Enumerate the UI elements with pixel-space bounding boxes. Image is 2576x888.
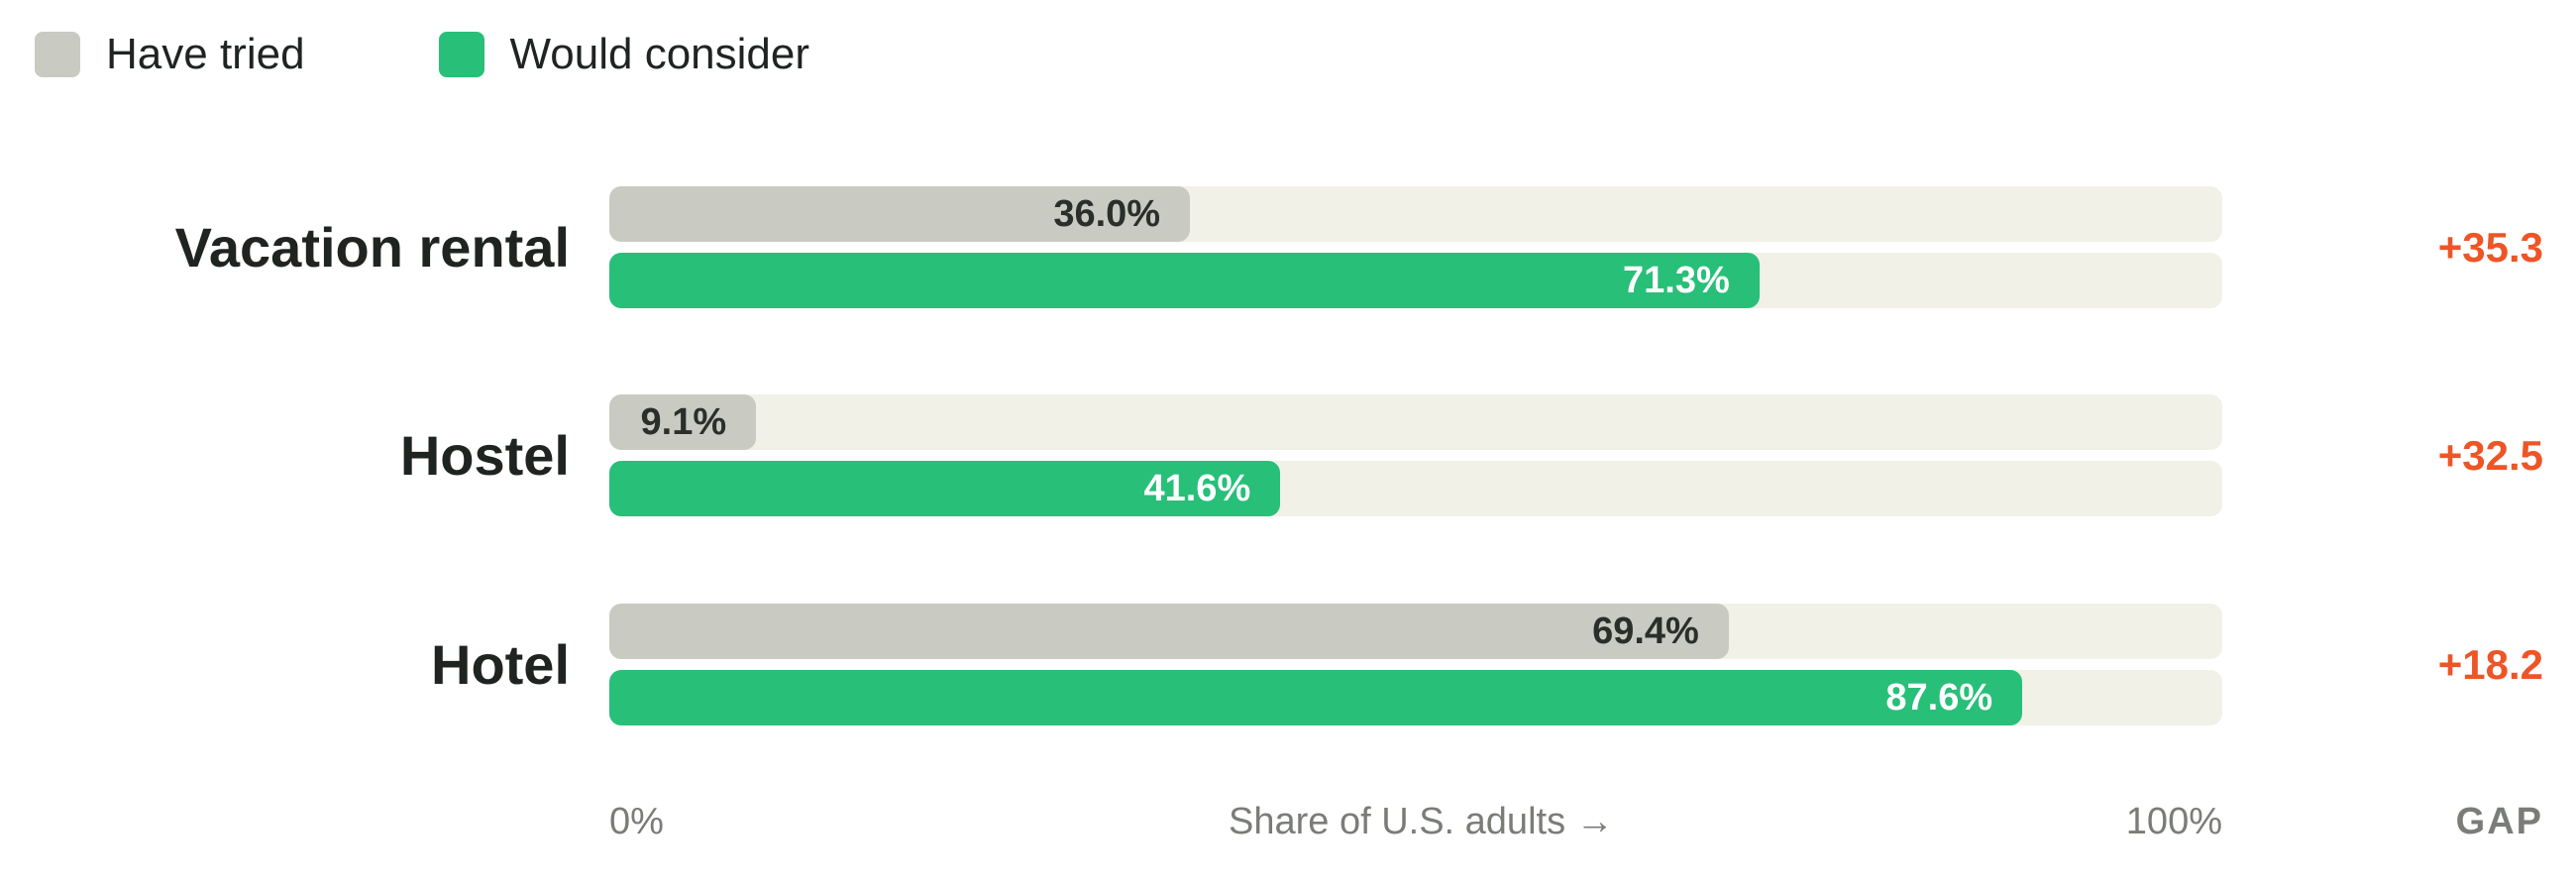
legend-label-consider: Would consider xyxy=(509,30,810,78)
legend-item-tried: Have tried xyxy=(35,30,305,79)
bar-tried xyxy=(609,604,1729,659)
gap-header: GAP xyxy=(2455,801,2543,842)
legend: Have tried Would consider xyxy=(35,30,943,79)
gap-value: +18.2 xyxy=(2437,640,2543,688)
bar-consider xyxy=(609,461,1281,516)
category-label: Hostel xyxy=(399,423,570,487)
gap-value: +32.5 xyxy=(2437,431,2543,479)
bar-value-label-tried: 9.1% xyxy=(640,401,727,443)
legend-swatch-consider xyxy=(438,32,484,77)
legend-label-tried: Have tried xyxy=(106,30,305,78)
bar-value-label-tried: 36.0% xyxy=(1053,193,1161,235)
gap-value: +35.3 xyxy=(2437,223,2543,271)
category-label: Hotel xyxy=(431,632,570,696)
bar-tried xyxy=(609,394,757,450)
x-axis-min-label: 0% xyxy=(609,801,664,842)
bar-consider xyxy=(609,670,2023,725)
bar-value-label-consider: 71.3% xyxy=(1623,260,1730,301)
category-label: Vacation rental xyxy=(174,215,570,278)
legend-swatch-tried xyxy=(35,32,80,77)
x-axis-max-label: 100% xyxy=(2125,801,2222,842)
bar-value-label-consider: 41.6% xyxy=(1143,468,1251,509)
bar-tried xyxy=(609,186,1191,242)
legend-item-consider: Would consider xyxy=(438,30,810,79)
bar-track xyxy=(609,394,2222,450)
bar-value-label-consider: 87.6% xyxy=(1885,677,1993,719)
bar-value-label-tried: 69.4% xyxy=(1592,610,1699,652)
bar-consider xyxy=(609,253,1760,308)
x-axis-title: Share of U.S. adults → xyxy=(1229,801,1614,842)
